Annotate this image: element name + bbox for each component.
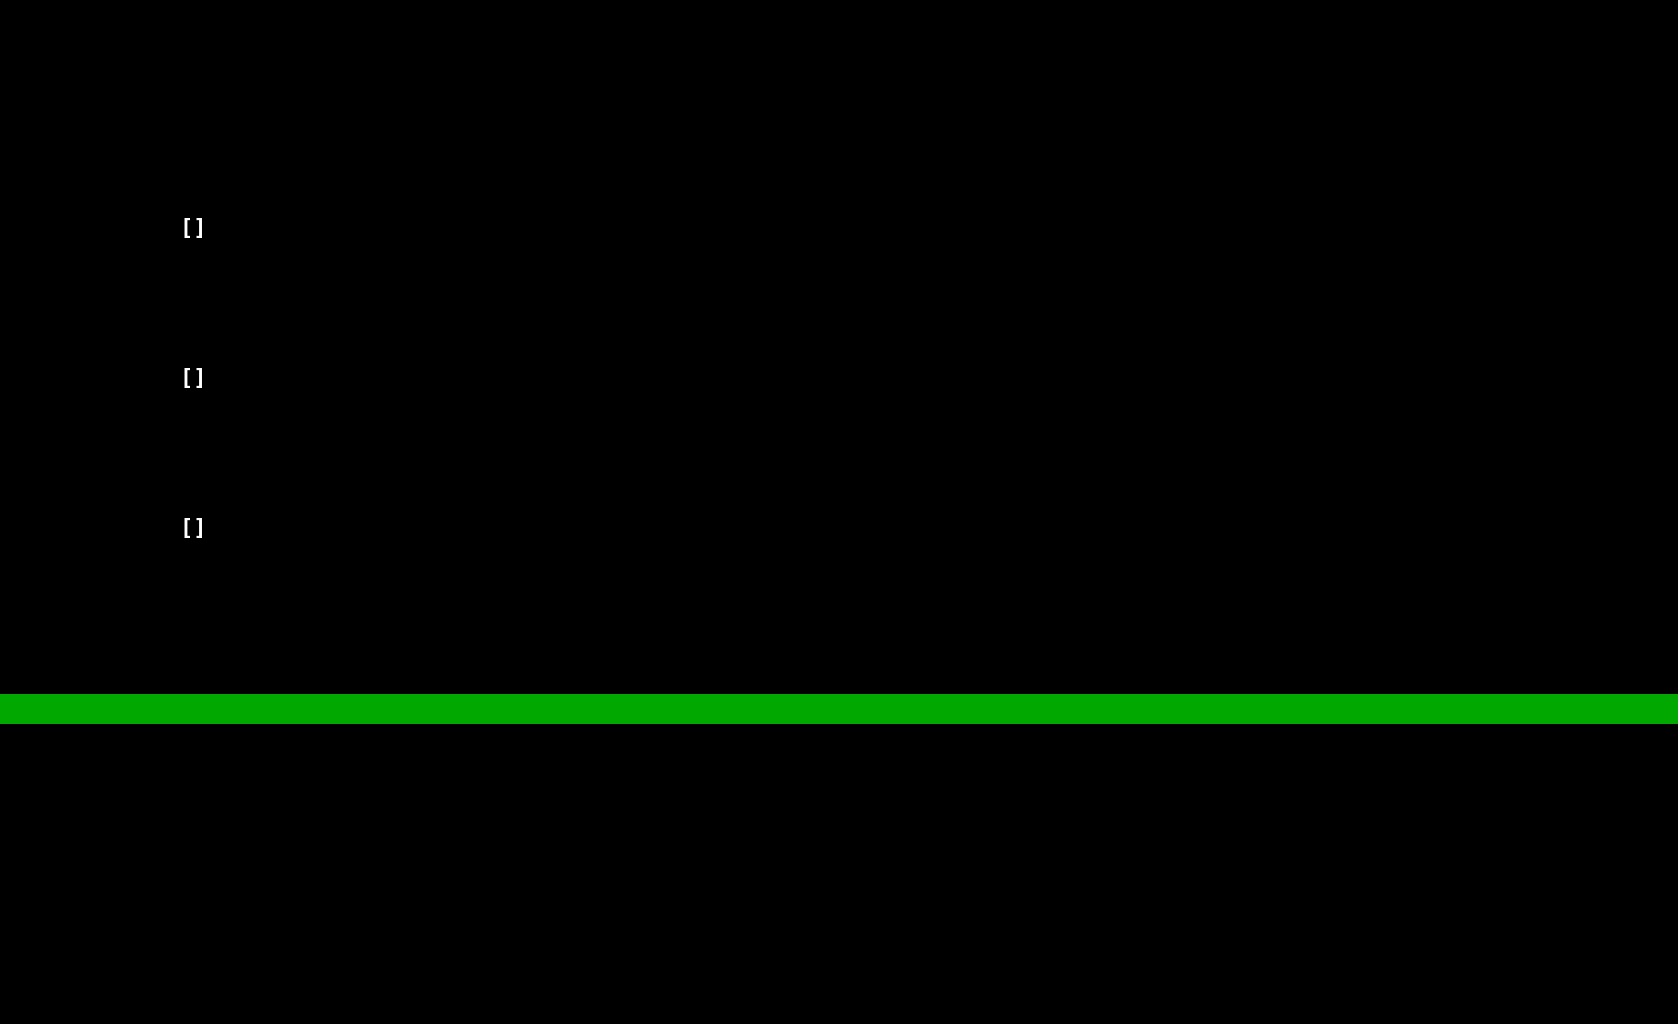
tasks-row — [815, 124, 868, 154]
header: [] [] [] — [0, 0, 1678, 604]
cpu-meter-open: [ — [180, 216, 193, 241]
mem-meter-close: ] — [193, 366, 206, 391]
uptime-row — [815, 304, 868, 334]
cpu-meter: [] — [57, 184, 801, 214]
swp-meter: [] — [57, 484, 801, 514]
meters-panel: [] [] [] — [57, 64, 801, 604]
mem-meter: [] — [57, 334, 801, 364]
load-row — [815, 214, 868, 244]
cpu-meter-close: ] — [193, 216, 206, 241]
swp-meter-close: ] — [193, 516, 206, 541]
process-table — [0, 634, 1678, 814]
process-table-header[interactable] — [0, 694, 1678, 724]
mem-meter-open: [ — [180, 366, 193, 391]
stats-panel — [801, 64, 868, 394]
swp-meter-open: [ — [180, 516, 193, 541]
